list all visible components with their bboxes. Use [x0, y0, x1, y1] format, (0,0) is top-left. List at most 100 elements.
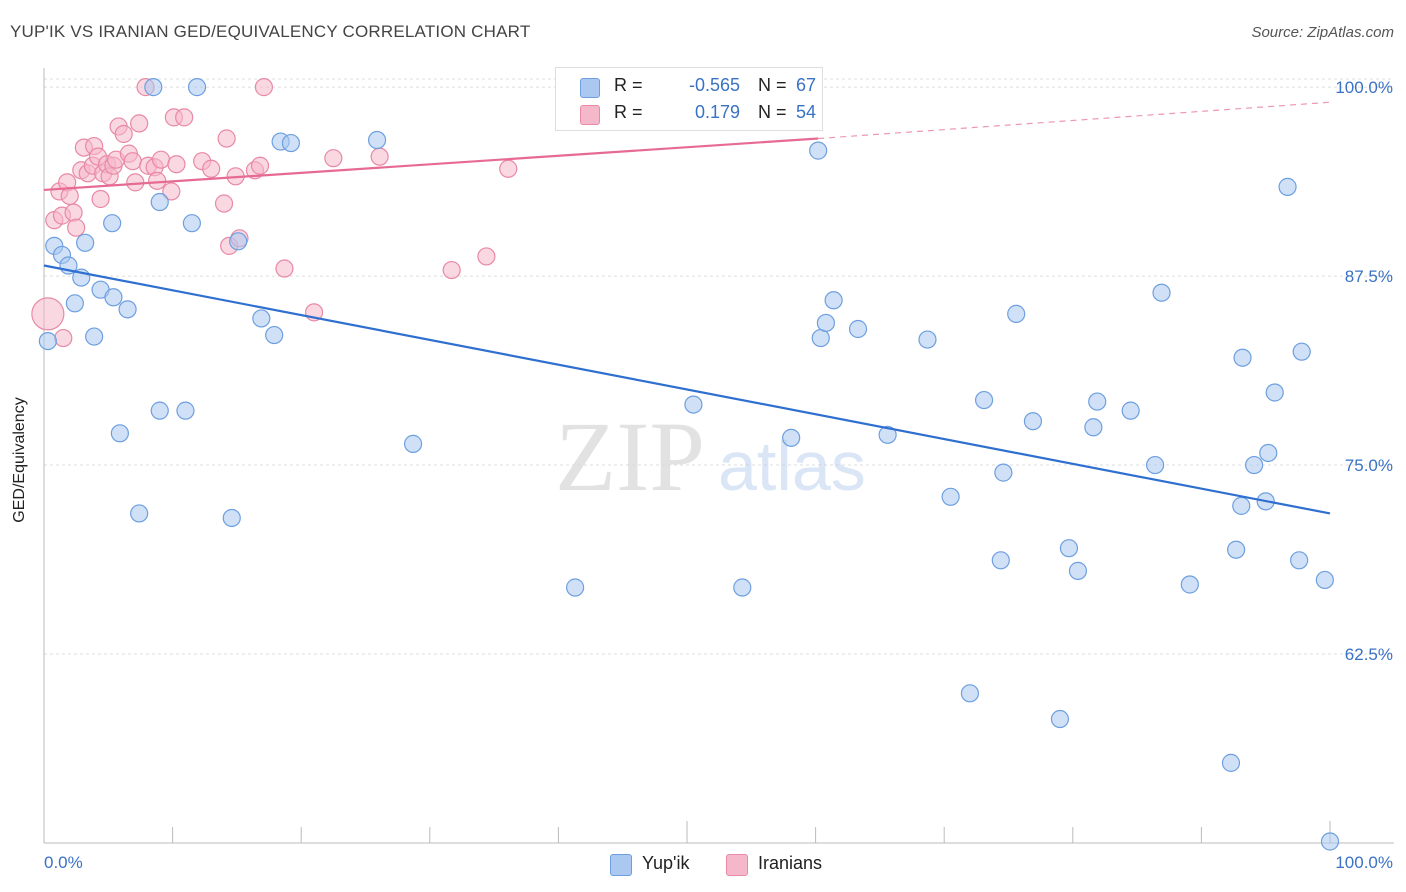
legend-label-yupik: Yup'ik — [642, 853, 690, 873]
yupik-point — [85, 327, 104, 346]
watermark-zip: ZIP — [555, 401, 705, 512]
yupik-point — [1088, 392, 1107, 411]
legend-swatch-iranians — [726, 854, 748, 876]
watermark: ZIP atlas — [555, 401, 866, 512]
iranians-point — [370, 147, 389, 166]
yupik-point — [281, 133, 301, 153]
yupik-point — [811, 328, 830, 348]
yupik-point — [150, 192, 169, 212]
yupik-point — [566, 578, 585, 597]
iranians-point — [477, 247, 496, 266]
iranians-point — [123, 152, 142, 171]
yupik-point — [1023, 412, 1043, 431]
yupik-swatch — [580, 78, 600, 98]
iranians-point — [202, 159, 221, 178]
iranians-trend-line — [43, 137, 819, 192]
yupik-points — [38, 78, 1340, 851]
yupik-point — [1320, 832, 1340, 851]
iranians-point — [214, 194, 234, 213]
yupik-point — [182, 214, 201, 233]
yupik-point — [118, 300, 137, 319]
iranians-point — [442, 260, 461, 280]
yupik-point — [367, 130, 387, 150]
yupik-point — [1068, 561, 1088, 580]
source-label: Source: ZipAtlas.com — [1251, 24, 1394, 41]
chart-title: YUP'IK VS IRANIAN GED/EQUIVALENCY CORREL… — [10, 22, 531, 41]
y-axis-label: GED/Equivalency — [11, 397, 28, 523]
yupik-point — [1265, 383, 1284, 402]
yupik-point — [1007, 304, 1026, 323]
iranians-point — [148, 171, 167, 190]
yupik-point — [76, 233, 95, 252]
yupik-point — [1084, 418, 1103, 437]
y-tick-label: 75.0% — [1345, 456, 1393, 475]
yupik-point — [1146, 455, 1165, 475]
iranians-point — [67, 218, 86, 237]
legend-swatch-yupik — [610, 854, 632, 876]
legend-label-iranians: Iranians — [758, 853, 823, 873]
iranians-point — [60, 186, 79, 206]
yupik-point — [824, 291, 843, 310]
iranians-point — [64, 203, 83, 222]
yupik-point — [1121, 401, 1140, 420]
iranians-point — [499, 159, 518, 178]
yupik-point — [974, 390, 994, 410]
yupik-point — [848, 319, 868, 339]
yupik-point — [65, 294, 84, 313]
iranians-point — [130, 114, 149, 133]
yupik-point — [1278, 177, 1297, 196]
r-value: -0.565 — [688, 75, 740, 95]
yupik-point — [941, 487, 960, 506]
gridlines — [44, 78, 1394, 655]
iranians-point — [114, 124, 133, 144]
yupik-point — [130, 504, 149, 523]
yupik-point — [1050, 709, 1070, 729]
yupik-point — [265, 325, 284, 345]
iranians-point — [324, 149, 343, 168]
iranians-point — [275, 259, 294, 278]
yupik-point — [403, 434, 423, 453]
x-tick-label-max: 100.0% — [1335, 853, 1393, 872]
iranians-point — [54, 328, 73, 348]
yupik-point — [1227, 540, 1246, 559]
n-value: 67 — [796, 75, 817, 95]
correlation-stats-box: R = -0.565 N = 67 R = 0.179 N = 54 — [555, 67, 823, 131]
yupik-trend-line — [43, 264, 1331, 515]
n-label: N = — [758, 75, 787, 95]
iranians-point — [175, 108, 194, 127]
yupik-point — [878, 425, 897, 444]
yupik-point — [252, 309, 271, 328]
yupik-point — [150, 401, 169, 420]
yupik-point — [103, 214, 122, 233]
yupik-point — [960, 684, 980, 703]
y-tick-label: 100.0% — [1335, 78, 1393, 97]
yupik-point — [144, 78, 163, 97]
yupik-point — [1245, 455, 1264, 475]
yupik-point — [1221, 753, 1241, 772]
yupik-point — [782, 428, 801, 447]
yupik-point — [187, 78, 207, 97]
yupik-point — [991, 551, 1010, 570]
iranians-point — [167, 155, 186, 174]
yupik-point — [38, 331, 57, 351]
yupik-point — [918, 330, 937, 349]
y-tick-labels: 62.5% 75.0% 87.5% 100.0% — [1335, 78, 1393, 664]
iranians-point — [151, 150, 171, 169]
iranians-point — [31, 297, 65, 331]
yupik-point — [104, 288, 123, 307]
n-value: 54 — [796, 102, 817, 122]
yupik-point — [1259, 443, 1278, 463]
yupik-point — [994, 463, 1013, 482]
iranians-point — [254, 78, 274, 97]
yupik-point — [1059, 539, 1079, 558]
yupik-point — [1315, 570, 1334, 590]
trend-lines — [43, 101, 1331, 515]
axes — [43, 68, 1394, 844]
r-label: R = — [614, 75, 643, 95]
yupik-point — [222, 508, 241, 528]
yupik-point — [816, 313, 835, 333]
yupik-point — [809, 141, 828, 160]
y-tick-label: 87.5% — [1345, 267, 1393, 286]
yupik-point — [733, 578, 752, 597]
